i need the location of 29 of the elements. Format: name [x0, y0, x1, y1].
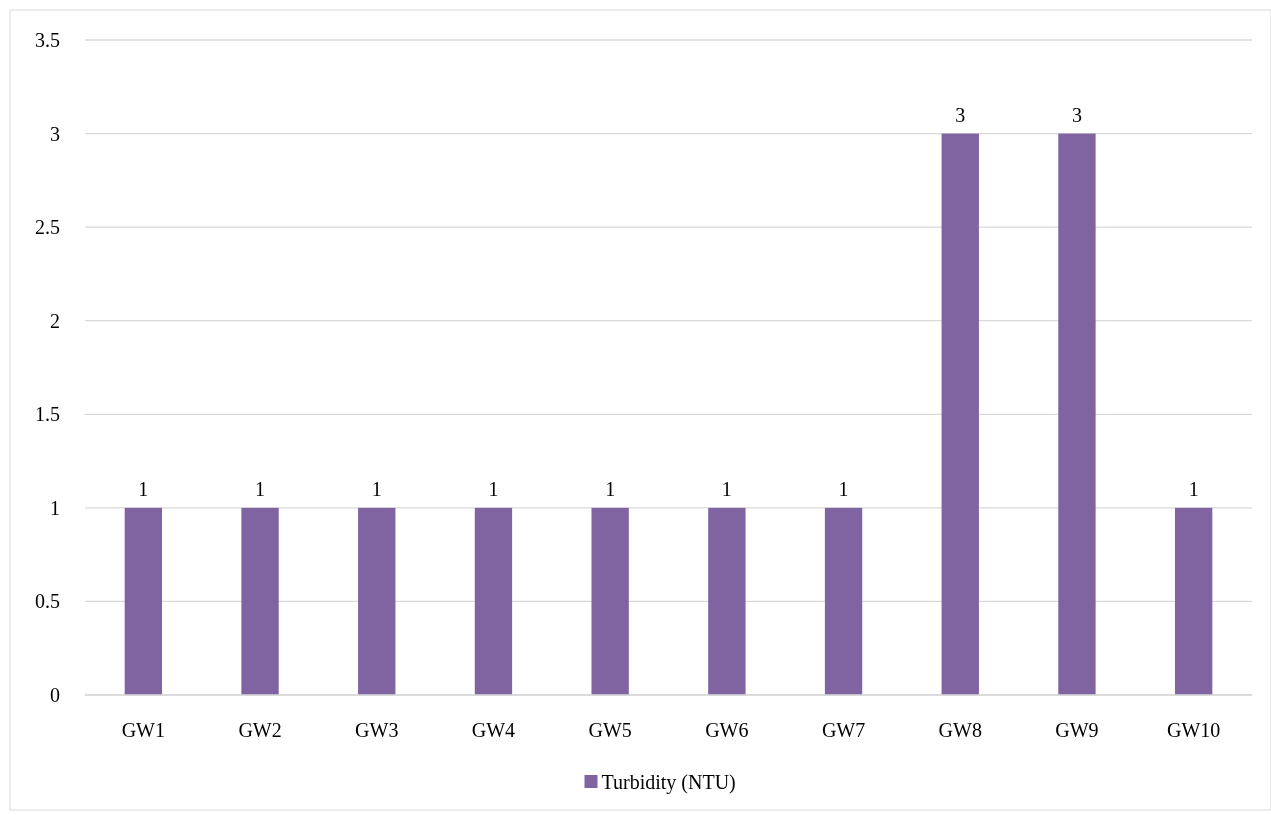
- data-label: 1: [1188, 477, 1199, 500]
- x-tick-label: GW8: [938, 719, 982, 741]
- data-label: 3: [955, 103, 966, 126]
- y-tick-label: 1: [50, 496, 60, 519]
- data-label: 1: [488, 477, 499, 500]
- x-tick-label: GW10: [1166, 719, 1221, 741]
- data-label: 1: [138, 477, 149, 500]
- y-tick-label: 1.5: [35, 403, 60, 426]
- y-tick-label: 2: [50, 309, 60, 332]
- y-tick-label: 0: [50, 684, 60, 706]
- x-tick-label: GW6: [705, 719, 749, 741]
- x-tick-label: GW3: [355, 719, 399, 741]
- x-tick-label: GW5: [588, 719, 632, 741]
- x-tick-label: GW7: [821, 719, 866, 741]
- y-tick-label: 2.5: [35, 216, 60, 239]
- x-tick-label: GW2: [238, 719, 282, 741]
- legend-label: Turbidity (NTU): [601, 771, 736, 794]
- data-label: 1: [371, 477, 382, 500]
- data-label: 3: [1071, 103, 1082, 126]
- y-tick-label: 3.5: [35, 29, 60, 51]
- x-tick-label: GW4: [471, 719, 516, 741]
- x-tick-label: GW9: [1055, 719, 1099, 741]
- data-label: 1: [255, 477, 266, 500]
- data-label: 1: [838, 477, 849, 500]
- y-tick-label: 3: [50, 122, 60, 145]
- x-tick-label: GW1: [121, 719, 166, 741]
- data-label: 1: [605, 477, 616, 500]
- data-label: 1: [721, 477, 732, 500]
- y-tick-label: 0.5: [35, 590, 60, 613]
